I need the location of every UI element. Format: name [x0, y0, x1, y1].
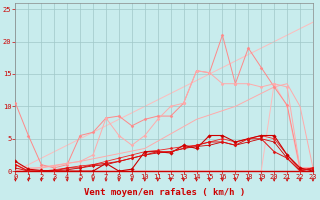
X-axis label: Vent moyen/en rafales ( km/h ): Vent moyen/en rafales ( km/h ) [84, 188, 245, 197]
